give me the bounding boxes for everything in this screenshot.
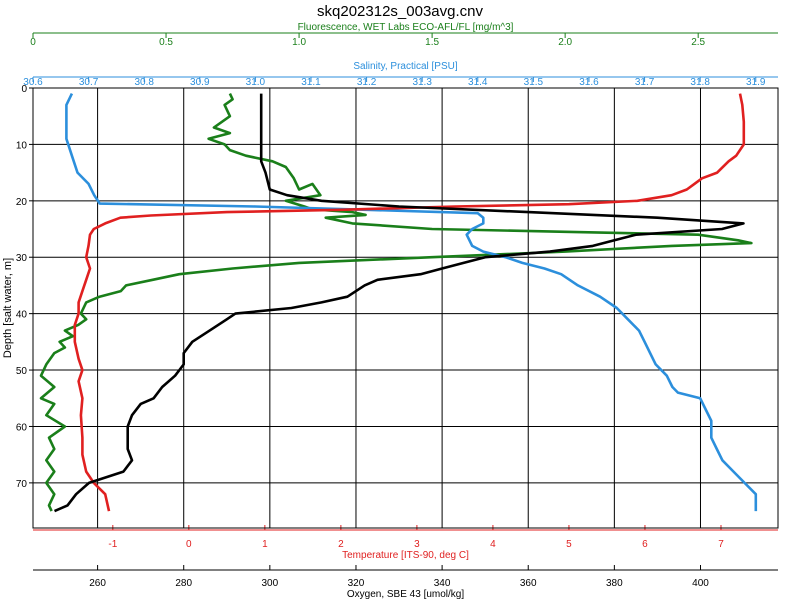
fluorescence-tick-label: 2.5 xyxy=(691,37,705,48)
fluorescence-tick-label: 0 xyxy=(30,37,36,48)
salinity-tick-label: 31.9 xyxy=(746,77,766,88)
oxygen-tick-label: 300 xyxy=(262,578,279,589)
fluorescence-tick-label: 1.0 xyxy=(292,37,306,48)
depth-tick-label: 10 xyxy=(16,140,28,151)
fluorescence-tick-label: 2.0 xyxy=(558,37,572,48)
temperature-tick-label: 4 xyxy=(490,539,496,550)
oxygen-tick-label: 280 xyxy=(175,578,192,589)
temperature-tick-label: 6 xyxy=(642,539,648,550)
salinity-line xyxy=(65,93,758,512)
depth-tick-label: 20 xyxy=(16,197,28,208)
salinity-tick-label: 31.4 xyxy=(468,77,488,88)
temperature-line xyxy=(73,93,746,512)
fluorescence-tick-label: 1.5 xyxy=(425,37,439,48)
fluorescence-axis-title: Fluorescence, WET Labs ECO-AFL/FL [mg/m^… xyxy=(298,22,514,33)
temperature-tick-label: 3 xyxy=(414,539,420,550)
oxygen-tick-label: 260 xyxy=(89,578,106,589)
temperature-tick-label: 7 xyxy=(718,539,724,550)
salinity-tick-label: 31.5 xyxy=(524,77,544,88)
depth-axis-label: Depth [salt water, m] xyxy=(2,258,14,358)
oxygen-line xyxy=(53,93,745,513)
oxygen-tick-label: 340 xyxy=(434,578,451,589)
temperature-tick-label: 0 xyxy=(186,539,192,550)
salinity-tick-label: 30.8 xyxy=(134,77,154,88)
plot-frame xyxy=(32,87,779,529)
depth-tick-label: 30 xyxy=(16,253,28,264)
oxygen-axis-title: Oxygen, SBE 43 [umol/kg] xyxy=(347,589,465,600)
depth-tick-label: 70 xyxy=(16,479,28,490)
depth-tick-label: 50 xyxy=(16,366,28,377)
oxygen-tick-label: 360 xyxy=(520,578,537,589)
oxygen-tick-label: 320 xyxy=(348,578,365,589)
grid xyxy=(33,88,778,528)
salinity-axis-title: Salinity, Practical [PSU] xyxy=(353,61,458,72)
temperature-tick-label: -1 xyxy=(108,539,117,550)
temperature-tick-label: 1 xyxy=(262,539,268,550)
chart-title: skq202312s_003avg.cnv xyxy=(317,3,483,20)
salinity-tick-label: 30.6 xyxy=(23,77,43,88)
fluorescence-line xyxy=(39,93,753,512)
depth-tick-label: 0 xyxy=(21,84,27,95)
oxygen-tick-label: 380 xyxy=(606,578,623,589)
salinity-tick-label: 31.2 xyxy=(357,77,377,88)
salinity-tick-label: 30.9 xyxy=(190,77,210,88)
salinity-tick-label: 31.7 xyxy=(635,77,655,88)
salinity-tick-label: 31.8 xyxy=(690,77,710,88)
salinity-tick-label: 31.1 xyxy=(301,77,321,88)
oxygen-tick-label: 400 xyxy=(692,578,709,589)
depth-tick-label: 60 xyxy=(16,422,28,433)
temperature-tick-label: 2 xyxy=(338,539,344,550)
temperature-tick-label: 5 xyxy=(566,539,572,550)
salinity-tick-label: 30.7 xyxy=(79,77,99,88)
temperature-axis-title: Temperature [ITS-90, deg C] xyxy=(342,550,469,561)
salinity-tick-label: 31.0 xyxy=(246,77,266,88)
series-layer xyxy=(39,93,758,513)
fluorescence-tick-label: 0.5 xyxy=(159,37,173,48)
salinity-tick-label: 31.3 xyxy=(412,77,432,88)
depth-tick-label: 40 xyxy=(16,310,28,321)
salinity-tick-label: 31.6 xyxy=(579,77,599,88)
